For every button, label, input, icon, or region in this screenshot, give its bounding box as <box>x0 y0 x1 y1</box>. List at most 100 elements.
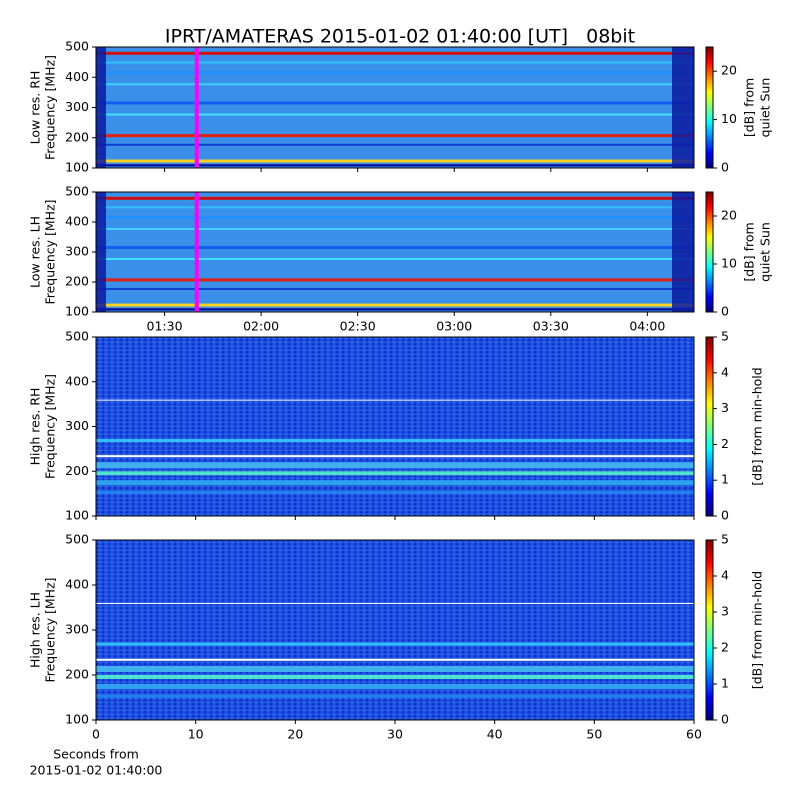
spectrogram-image <box>96 47 694 168</box>
spectrogram-image <box>96 337 694 516</box>
colorbar-tick-label: 0 <box>721 712 729 727</box>
y-tick-label: 200 <box>65 274 89 289</box>
y-tick-label: 200 <box>65 667 89 682</box>
spectrogram-band <box>96 308 694 311</box>
x-tick-label: 10 <box>188 727 204 742</box>
colorbar-tick-label: 1 <box>721 472 729 487</box>
spectrogram-band <box>96 642 694 646</box>
y-tick-label: 400 <box>65 69 89 84</box>
spectrogram-band <box>96 603 694 604</box>
colorbar-tick-label: 3 <box>721 604 729 619</box>
spectrogram-image <box>96 540 694 720</box>
y-tick-label: 400 <box>65 214 89 229</box>
spectrogram-band <box>96 101 694 105</box>
colorbar-tick-label: 5 <box>721 329 729 344</box>
colorbar-tick-label: 5 <box>721 532 729 547</box>
spectrogram-band <box>96 439 694 443</box>
spectrogram-band <box>96 684 694 689</box>
y-tick-label: 200 <box>65 463 89 478</box>
colorbar-label: [dB] from <box>742 78 757 137</box>
x-tick-label: 30 <box>387 727 403 742</box>
spectrogram-band <box>96 399 694 401</box>
y-tick-label: 300 <box>65 244 89 259</box>
spectrogram-edge <box>96 47 106 168</box>
y-tick-label: 400 <box>65 373 89 388</box>
x-axis-label: 2015-01-02 01:40:00 <box>30 763 163 778</box>
y-tick-label: 500 <box>65 329 89 344</box>
colorbar-tick-label: 4 <box>721 364 729 379</box>
spectrogram-band <box>96 134 694 138</box>
chart-title: IPRT/AMATERAS 2015-01-02 01:40:00 [UT] 0… <box>165 26 635 48</box>
spectrogram-band <box>96 206 694 209</box>
colorbar-tick-label: 2 <box>721 640 729 655</box>
x-tick-label: 01:30 <box>147 319 183 334</box>
panel: 100 200 300 400 500 High res. RH Frequency [MH… <box>28 329 765 523</box>
y-tick-label: 500 <box>65 532 89 547</box>
spectrogram-edge <box>672 192 694 312</box>
spectrogram-edge <box>672 47 694 168</box>
x-tick-label: 04:00 <box>629 319 665 334</box>
x-tick-label: 60 <box>686 727 702 742</box>
colorbar-tick-label: 3 <box>721 400 729 415</box>
x-tick-label: 02:30 <box>340 319 376 334</box>
x-axis-label: Seconds from <box>53 747 139 762</box>
y-tick-label: 100 <box>65 160 89 175</box>
y-axis-label: Low res. RH <box>28 71 43 145</box>
spectrogram-band <box>96 61 694 64</box>
spectrogram-band <box>96 159 694 163</box>
y-tick-label: 400 <box>65 577 89 592</box>
colorbar-tick-label: 10 <box>721 111 737 126</box>
spectrogram-band <box>96 490 694 494</box>
colorbar-tick-label: 10 <box>721 256 737 271</box>
spectrogram-band <box>96 83 694 86</box>
colorbar-label: [dB] from min-hold <box>750 367 765 485</box>
spectrogram-band <box>96 455 694 458</box>
colorbar-tick-label: 4 <box>721 568 729 583</box>
spectrogram-band <box>96 228 694 230</box>
y-tick-label: 100 <box>65 304 89 319</box>
spectrogram-edge <box>96 192 106 312</box>
x-tick-label: 02:00 <box>243 319 279 334</box>
colorbar-tick-label: 20 <box>721 208 737 223</box>
y-axis-label: Low res. LH <box>28 216 43 288</box>
x-tick-label: 50 <box>586 727 602 742</box>
spectrogram-band <box>96 658 694 661</box>
y-axis-label: Frequency [MHz] <box>43 577 58 682</box>
y-tick-label: 200 <box>65 129 89 144</box>
y-tick-label: 500 <box>65 184 89 199</box>
spectrogram-band <box>96 216 694 219</box>
spectrogram-band <box>96 51 694 55</box>
colorbar-tick-label: 20 <box>721 63 737 78</box>
colorbar <box>705 539 714 721</box>
spectrogram-band <box>96 288 694 290</box>
y-tick-label: 300 <box>65 622 89 637</box>
colorbar-tick-label: 0 <box>721 160 729 175</box>
spectrogram-band <box>96 462 694 469</box>
y-tick-label: 500 <box>65 39 89 54</box>
x-tick-label: 03:30 <box>533 319 569 334</box>
colorbar-label: quiet Sun <box>758 78 773 138</box>
y-tick-label: 300 <box>65 99 89 114</box>
spectrogram-band <box>96 694 694 698</box>
x-tick-label: 03:00 <box>436 319 472 334</box>
spectrogram-band <box>96 278 694 282</box>
spectrogram-band <box>96 143 694 146</box>
x-tick-label: 0 <box>92 727 100 742</box>
y-tick-label: 300 <box>65 418 89 433</box>
colorbar-label: [dB] from <box>742 222 757 281</box>
colorbar <box>705 191 714 313</box>
colorbar-label: [dB] from min-hold <box>750 571 765 689</box>
y-axis-label: High res. RH <box>28 388 43 466</box>
spectrogram-image <box>96 192 694 312</box>
spectrogram-band <box>96 196 694 200</box>
colorbar-label: quiet Sun <box>758 222 773 282</box>
spectrogram-band <box>96 246 694 249</box>
spectrogram-band <box>96 675 694 679</box>
colorbar <box>705 46 714 169</box>
y-axis-label: Frequency [MHz] <box>43 55 58 160</box>
colorbar-tick-label: 0 <box>721 508 729 523</box>
x-tick-label: 40 <box>487 727 503 742</box>
